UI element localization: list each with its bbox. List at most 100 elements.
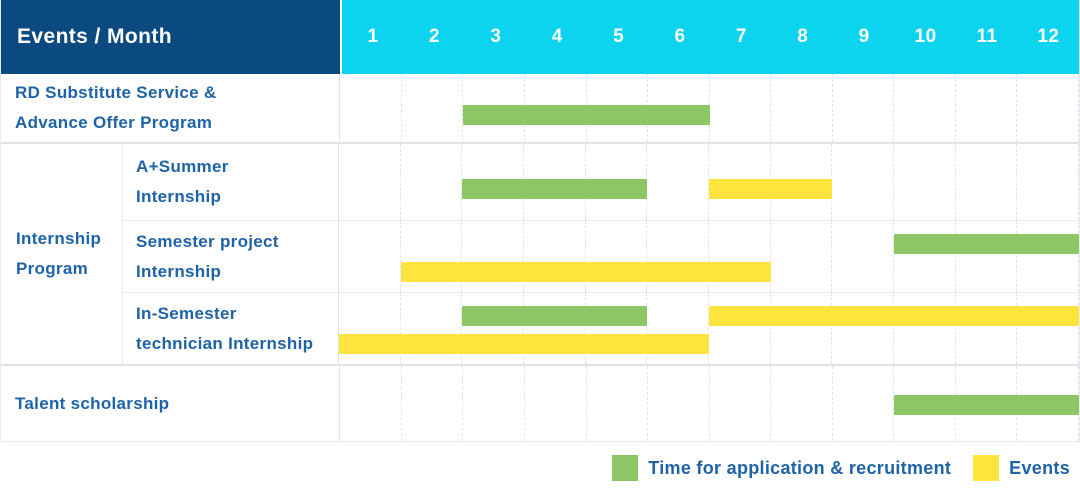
row-label-in-semester-technician: In-Semester technician Internship	[123, 293, 339, 364]
month-grid-cell	[402, 366, 464, 441]
legend-item-recruitment: Time for application & recruitment	[612, 455, 951, 481]
row-label-talent-scholarship: Talent scholarship	[1, 366, 341, 441]
gantt-bar-recruitment	[894, 234, 1079, 255]
chart-area-a-plus-summer	[339, 144, 1080, 220]
row-in-semester-technician: In-Semester technician Internship	[123, 293, 1080, 364]
month-grid-cell	[832, 221, 895, 292]
month-grid-cell	[710, 74, 772, 142]
legend: Time for application & recruitment Event…	[0, 442, 1080, 494]
month-grid-cell	[1017, 144, 1080, 220]
month-grid-cell	[771, 74, 833, 142]
gantt-bar-event	[709, 306, 1079, 327]
month-grid-cell	[339, 221, 401, 292]
gantt-bar-event	[400, 262, 771, 283]
month-grid-cell	[587, 366, 649, 441]
month-grid-cell	[710, 366, 772, 441]
row-label-line: Internship	[136, 261, 222, 281]
month-grid-cell	[832, 144, 895, 220]
chart-area-talent-scholarship	[340, 366, 1079, 441]
gantt-bar-event	[339, 334, 709, 355]
month-grid-cell	[586, 221, 648, 292]
gantt-bar-event	[709, 178, 833, 199]
month-grid-cell	[894, 221, 956, 292]
month-grid-cell	[771, 221, 833, 292]
group-label-line: Internship	[16, 229, 102, 248]
legend-label-recruitment: Time for application & recruitment	[648, 457, 952, 478]
table-header-row: Events / Month 1 2 3 4 5 6 7 8 9 10 11 12	[1, 0, 1079, 74]
gantt-bar-recruitment	[463, 105, 710, 126]
month-grid-cell	[402, 74, 464, 142]
month-grid-cell	[894, 74, 956, 142]
gantt-table: Events / Month 1 2 3 4 5 6 7 8 9 10 11 12 RD Substi…	[0, 0, 1080, 442]
month-header-cell: 9	[858, 26, 870, 47]
month-grid-cell	[462, 221, 525, 292]
month-header-cell: 1	[367, 26, 379, 47]
row-label-line: Semester project	[136, 231, 279, 251]
row-label-a-plus-summer: A+Summer Internship	[123, 144, 339, 220]
month-grid-cell	[709, 221, 771, 292]
month-grid-cell	[647, 293, 710, 364]
month-header-cell: 3	[490, 26, 502, 47]
month-header-cell: 4	[551, 26, 563, 47]
row-a-plus-summer: A+Summer Internship	[123, 144, 1080, 221]
month-header-cell: 6	[674, 26, 686, 47]
gantt-bar-recruitment	[462, 306, 648, 327]
month-grid-cell	[401, 221, 463, 292]
month-grid-cell	[340, 74, 402, 142]
month-header-cell: 8	[797, 26, 809, 47]
month-header-cell: 10	[914, 26, 937, 47]
internship-program-rows: A+Summer Internship Semester project Int…	[123, 144, 1080, 364]
month-grid-cell	[648, 366, 710, 441]
month-grid-cell	[956, 74, 1018, 142]
month-header-cell: 5	[613, 26, 625, 47]
row-label-semester-project: Semester project Internship	[123, 221, 339, 292]
month-grid-cell	[1017, 74, 1079, 142]
month-grid-cell	[771, 293, 833, 364]
month-grid-cell	[771, 366, 833, 441]
row-semester-project: Semester project Internship	[123, 221, 1080, 293]
month-header-cell: 2	[428, 26, 441, 47]
month-grid-cell	[524, 293, 586, 364]
month-grid-cell	[647, 221, 710, 292]
month-grid-cell	[833, 74, 895, 142]
legend-item-events: Events	[973, 455, 1070, 481]
month-grid-cell	[586, 293, 648, 364]
month-grid-cell	[524, 221, 586, 292]
events-month-header-label: Events / Month	[17, 25, 172, 48]
month-header-cell: 7	[735, 26, 747, 47]
month-grid-cell	[832, 293, 895, 364]
month-grid-cell	[956, 144, 1018, 220]
month-grid-cell	[525, 366, 587, 441]
group-label-internship-program: Internship Program	[1, 144, 123, 364]
month-grid-cell	[339, 144, 401, 220]
month-grid-cell	[894, 144, 956, 220]
chart-area-rd-substitute	[340, 74, 1079, 142]
month-grid-cell	[339, 293, 401, 364]
month-grid-cell	[1017, 293, 1080, 364]
internship-program-section: Internship Program A+Summer Internship S…	[1, 144, 1080, 366]
row-label-line: Internship	[136, 187, 222, 206]
events-month-header-cell: Events / Month	[1, 0, 341, 74]
row-label-line: Advance Offer Program	[15, 113, 213, 132]
month-header-cell: 11	[976, 26, 998, 47]
group-label-line: Program	[16, 259, 89, 278]
month-grid-cell	[956, 221, 1018, 292]
row-label-line: In-Semester	[136, 303, 237, 323]
month-header-cell: 12	[1037, 26, 1060, 47]
month-grid-cell	[647, 144, 710, 220]
month-grid-cell	[709, 293, 771, 364]
month-grid-cell	[1017, 221, 1080, 292]
chart-area-in-semester-technician	[339, 293, 1080, 364]
month-grid-cell	[340, 366, 402, 441]
gantt-bar-recruitment	[462, 178, 648, 199]
month-grid-cell	[833, 366, 895, 441]
month-grid-cell	[401, 293, 463, 364]
month-grid-cell	[462, 293, 525, 364]
row-rd-substitute: RD Substitute Service & Advance Offer Pr…	[1, 74, 1079, 144]
month-grid-cell	[956, 293, 1018, 364]
row-label-line: RD Substitute Service &	[15, 83, 217, 102]
gantt-bar-recruitment	[894, 394, 1079, 415]
legend-label-events: Events	[1009, 457, 1070, 478]
recruitment-color-swatch	[612, 455, 639, 481]
